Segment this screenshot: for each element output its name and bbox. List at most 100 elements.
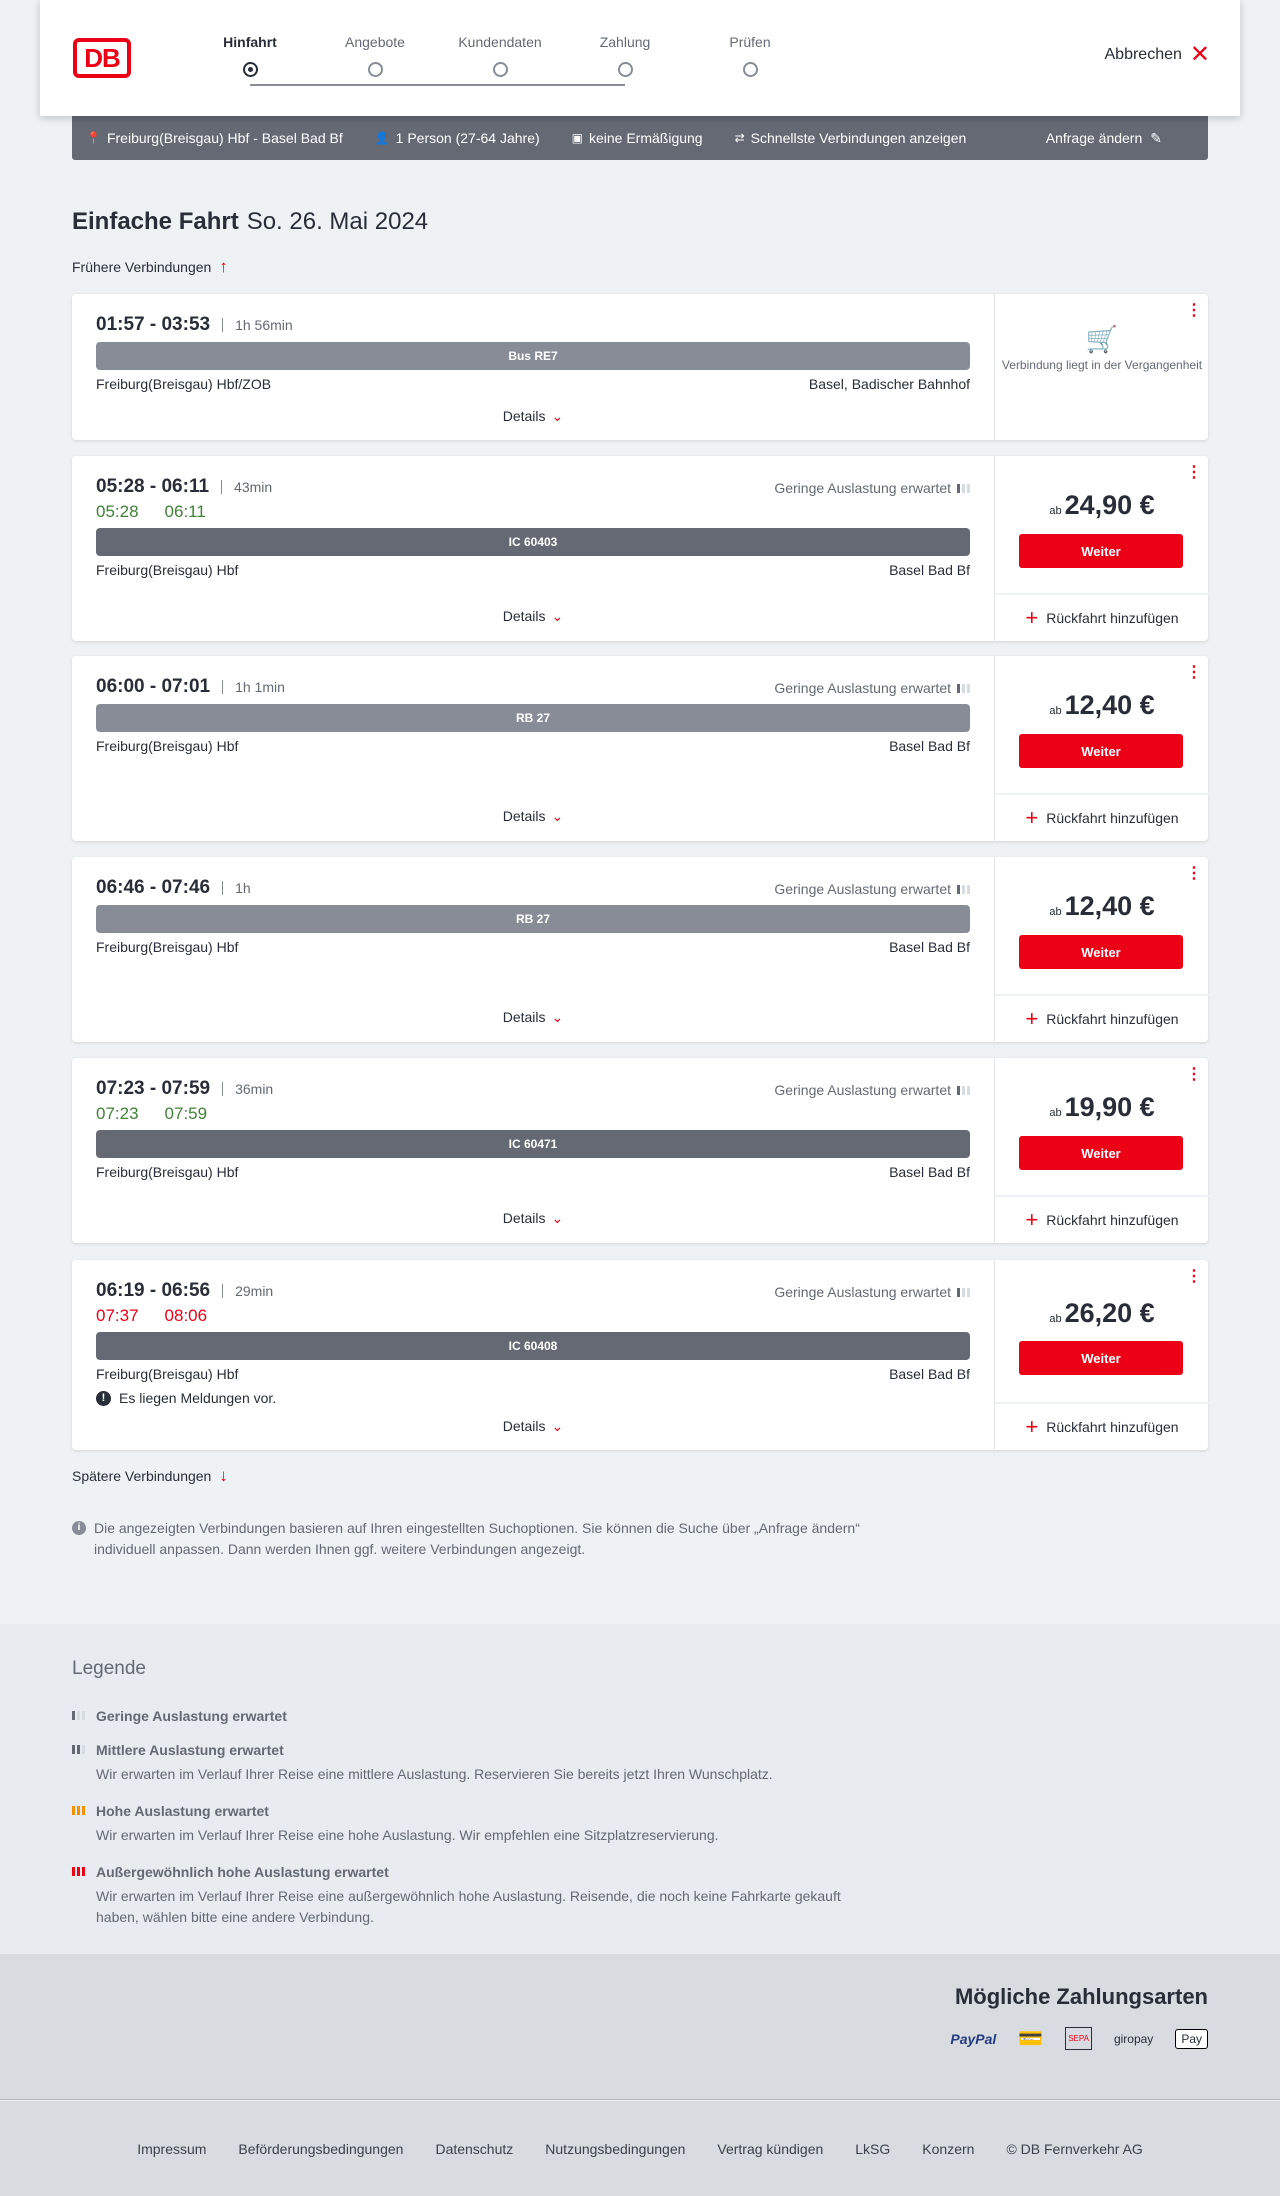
db-logo[interactable]: DB [73,38,131,78]
legend-section: Legende Geringe Auslastung erwartet Mitt… [0,1624,1280,1954]
credit-card-icon: 💳 [1018,2028,1044,2050]
details-toggle[interactable]: Details ⌄ [72,808,994,825]
bahncard-icon: ▣ [571,131,583,145]
return-label: Rückfahrt hinzufügen [1046,610,1179,626]
alert-icon: ! [96,1390,111,1406]
sepa-icon: SEPA [1065,2027,1092,2050]
duration: 1h [222,881,251,895]
footer-link-konzern[interactable]: Konzern [922,2140,975,2157]
step-dot [618,62,633,77]
add-return-button[interactable]: + Rückfahrt hinzufügen [995,593,1209,641]
details-toggle[interactable]: Details ⌄ [72,1009,994,1026]
return-label: Rückfahrt hinzufügen [1046,810,1179,826]
utilization-high-icon [72,1806,85,1815]
more-options-icon[interactable]: ⋮ [1186,302,1202,319]
step-zahlung: Zahlung [575,34,675,77]
details-label: Details [502,1418,546,1434]
origin-station: Freiburg(Breisgau) Hbf [96,1366,239,1382]
price-value: 12,40 € [1064,891,1155,921]
weiter-button[interactable]: Weiter [1019,734,1183,768]
add-return-button[interactable]: + Rückfahrt hinzufügen [995,1402,1209,1450]
discount-summary: keine Ermäßigung [588,130,703,146]
plus-icon: + [1025,1207,1039,1232]
duration: 29min [222,1284,273,1298]
details-toggle[interactable]: Details ⌄ [72,408,994,425]
realtime-arrival: 08:06 [164,1306,208,1325]
trip-type: Einfache Fahrt [72,208,239,235]
details-toggle[interactable]: Details ⌄ [72,608,994,625]
weiter-button[interactable]: Weiter [1019,534,1183,568]
add-return-button[interactable]: + Rückfahrt hinzufügen [995,1195,1209,1243]
more-options-icon[interactable]: ⋮ [1186,1268,1202,1285]
page-title: Einfache Fahrt So. 26. Mai 2024 [72,208,428,236]
plus-icon: + [1025,605,1039,630]
price-prefix: ab [1049,705,1062,717]
add-return-button[interactable]: + Rückfahrt hinzufügen [995,793,1209,841]
price-value: 24,90 € [1064,490,1155,520]
swap-icon: ⇄ [734,131,745,145]
utilization-label: Geringe Auslastung erwartet [774,1082,951,1098]
duration: 1h 56min [222,318,293,332]
utilization-indicator: Geringe Auslastung erwartet [774,1082,970,1098]
pencil-icon: ✎ [1150,129,1162,146]
details-toggle[interactable]: Details ⌄ [72,1210,994,1227]
step-pruefen: Prüfen [700,34,800,77]
more-options-icon[interactable]: ⋮ [1186,865,1202,882]
search-info-note: i Die angezeigten Verbindungen basieren a… [72,1518,872,1560]
step-dot [368,62,383,77]
payment-methods-section: Mögliche Zahlungsarten PayPal 💳 SEPA gir… [0,1954,1280,2100]
connection-times: 01:57 - 03:53 1h 56min [96,314,293,336]
duration: 1h 1min [222,680,285,694]
more-options-icon[interactable]: ⋮ [1186,464,1202,481]
cancel-button[interactable]: Abbrechen ✕ [1105,43,1211,67]
location-pin-icon: 📍 [86,131,101,145]
apple-pay-logo: Pay [1175,2028,1208,2049]
details-label: Details [502,1210,546,1226]
return-label: Rückfahrt hinzufügen [1046,1419,1179,1435]
later-connections-link[interactable]: Spätere Verbindungen ↓ [72,1466,228,1486]
apple-pay-label: Pay [1181,2031,1202,2046]
utilization-indicator: Geringe Auslastung erwartet [774,881,970,897]
origin-station: Freiburg(Breisgau) Hbf [96,1164,239,1180]
connection-card: 06:19 - 06:56 29min Geringe Auslastung er… [72,1260,1209,1450]
edit-request-button[interactable]: Anfrage ändern ✎ [1046,130,1162,147]
footer-link-nutzungsbedingungen[interactable]: Nutzungsbedingungen [545,2140,686,2157]
time-range: 05:28 - 06:11 [96,476,210,497]
destination-station: Basel Bad Bf [889,1366,970,1382]
details-label: Details [502,408,546,424]
footer-link-impressum[interactable]: Impressum [137,2140,207,2157]
legend-item-very-high: Außergewöhnlich hohe Auslastung erwartet… [72,1864,1208,1928]
legend-item-medium: Mittlere Auslastung erwartet Wir erwarten… [72,1742,1208,1785]
earlier-connections-link[interactable]: Frühere Verbindungen ↑ [72,257,228,277]
destination-station: Basel Bad Bf [889,939,970,955]
details-label: Details [502,808,546,824]
realtime-departure: 07:23 [96,1104,139,1123]
realtime-times: 05:28 06:11 [96,502,206,522]
more-options-icon[interactable]: ⋮ [1186,664,1202,681]
footer-link-vertrag-kuendigen[interactable]: Vertrag kündigen [717,2140,824,2157]
weiter-button[interactable]: Weiter [1019,935,1183,969]
legend-item-title: Geringe Auslastung erwartet [96,1708,287,1724]
footer-link-befoerderungsbedingungen[interactable]: Beförderungsbedingungen [238,2140,404,2157]
origin-station: Freiburg(Breisgau) Hbf/ZOB [96,376,272,392]
details-label: Details [502,1009,546,1025]
add-return-button[interactable]: + Rückfahrt hinzufügen [995,994,1209,1042]
info-icon: i [72,1521,86,1535]
paypal-logo: PayPal [950,2030,997,2047]
info-text: Die angezeigten Verbindungen basieren au… [94,1520,860,1557]
utilization-label: Geringe Auslastung erwartet [774,1284,951,1300]
legend-item-text: Wir erwarten im Verlauf Ihrer Reise eine… [96,1888,841,1925]
footer-link-datenschutz[interactable]: Datenschutz [435,2140,514,2157]
footer-link-lksg[interactable]: LkSG [855,2140,891,2157]
step-label: Angebote [345,34,405,50]
utilization-low-icon [957,1085,970,1095]
more-options-icon[interactable]: ⋮ [1186,1066,1202,1083]
route-summary: Freiburg(Breisgau) Hbf - Basel Bad Bf [106,130,343,146]
details-toggle[interactable]: Details ⌄ [72,1418,994,1435]
weiter-button[interactable]: Weiter [1019,1341,1183,1375]
destination-station: Basel Bad Bf [889,562,970,578]
header: DB Hinfahrt Angebote Kundendaten Zahlung… [40,0,1240,116]
train-bar: RB 27 [96,905,970,933]
weiter-button[interactable]: Weiter [1019,1136,1183,1170]
chevron-down-icon: ⌄ [551,408,564,424]
